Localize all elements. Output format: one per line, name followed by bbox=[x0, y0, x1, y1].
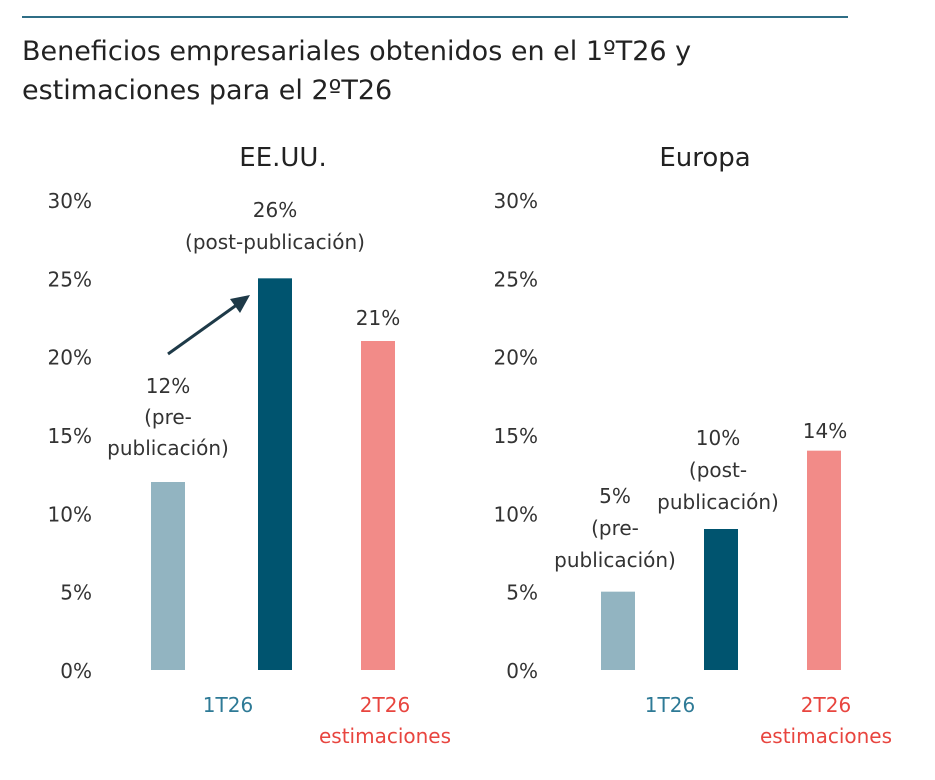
europa-data-label: 10% bbox=[696, 426, 740, 450]
eeuu-y-tick-label: 0% bbox=[60, 659, 92, 683]
europa-data-label: 14% bbox=[803, 419, 847, 443]
eeuu-arrow-head bbox=[230, 295, 250, 313]
top-rule bbox=[22, 16, 848, 18]
eeuu-data-label: (pre- bbox=[144, 405, 192, 429]
europa-category-label-2t26: estimaciones bbox=[760, 724, 892, 748]
chart-title: Beneficios empresariales obtenidos en el… bbox=[22, 32, 882, 110]
eeuu-category-label-2t26: 2T26 bbox=[360, 693, 410, 717]
europa-category-label-1t26: 1T26 bbox=[645, 693, 695, 717]
eeuu-y-tick-label: 10% bbox=[48, 502, 92, 526]
chart-title-line-2: estimaciones para el 2ºT26 bbox=[22, 75, 393, 106]
eeuu-y-tick-label: 25% bbox=[48, 267, 92, 291]
eeuu-arrow-line bbox=[167, 302, 239, 356]
eeuu-category-label-1t26: 1T26 bbox=[203, 693, 253, 717]
europa-panel-title: Europa bbox=[659, 143, 750, 173]
europa-bar-2t26-estimaciones bbox=[807, 450, 841, 670]
europa-bar-post-publicacion bbox=[704, 529, 738, 670]
eeuu-panel-title: EE.UU. bbox=[239, 143, 326, 173]
europa-y-tick-label: 30% bbox=[494, 189, 538, 213]
europa-y-tick-label: 10% bbox=[494, 502, 538, 526]
europa-bar-pre-publicacion bbox=[601, 591, 635, 670]
europa-data-label: 5% bbox=[599, 484, 631, 508]
eeuu-data-label: 21% bbox=[356, 306, 400, 330]
eeuu-y-tick-label: 30% bbox=[48, 189, 92, 213]
europa-category-label-2t26: 2T26 bbox=[801, 693, 851, 717]
europa-data-label: publicación) bbox=[554, 548, 676, 572]
europa-y-tick-label: 15% bbox=[494, 424, 538, 448]
eeuu-data-label: 12% bbox=[146, 374, 190, 398]
europa-y-tick-label: 25% bbox=[494, 267, 538, 291]
eeuu-y-tick-label: 15% bbox=[48, 424, 92, 448]
europa-y-tick-label: 20% bbox=[494, 346, 538, 370]
europa-y-tick-label: 5% bbox=[506, 581, 538, 605]
europa-y-tick-label: 0% bbox=[506, 659, 538, 683]
eeuu-bar-2t26-estimaciones bbox=[361, 341, 395, 670]
chart-title-line-1: Beneficios empresariales obtenidos en el… bbox=[22, 36, 692, 67]
eeuu-bar-post-publicacion bbox=[258, 278, 292, 670]
eeuu-bar-pre-publicacion bbox=[151, 482, 185, 670]
eeuu-data-label: publicación) bbox=[107, 436, 229, 460]
europa-data-label: (pre- bbox=[591, 516, 639, 540]
eeuu-y-tick-label: 5% bbox=[60, 581, 92, 605]
eeuu-category-label-2t26: estimaciones bbox=[319, 724, 451, 748]
eeuu-data-label: 26% bbox=[253, 198, 297, 222]
europa-data-label: publicación) bbox=[657, 490, 779, 514]
eeuu-y-tick-label: 20% bbox=[48, 346, 92, 370]
eeuu-data-label: (post-publicación) bbox=[185, 230, 365, 254]
europa-data-label: (post- bbox=[689, 458, 747, 482]
